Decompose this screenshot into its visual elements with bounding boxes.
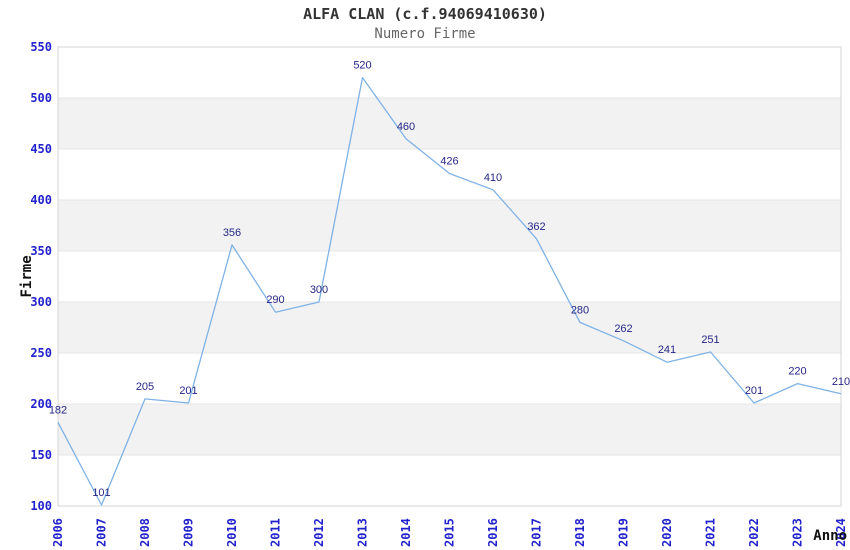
y-tick-label: 550 [30, 40, 52, 54]
y-tick-label: 250 [30, 346, 52, 360]
x-tick-label: 2012 [312, 518, 326, 547]
y-tick-label: 500 [30, 91, 52, 105]
point-label: 280 [571, 304, 589, 316]
x-tick-label: 2020 [660, 518, 674, 547]
y-tick-label: 100 [30, 499, 52, 513]
x-tick-label: 2011 [269, 518, 283, 547]
x-tick-label: 2021 [704, 518, 718, 547]
x-tick-label: 2023 [791, 518, 805, 547]
point-label: 182 [49, 404, 67, 416]
point-label: 101 [92, 487, 110, 499]
point-label: 520 [353, 60, 371, 72]
point-label: 251 [701, 334, 719, 346]
x-tick-label: 2014 [399, 518, 413, 547]
x-tick-label: 2008 [138, 518, 152, 547]
point-label: 210 [832, 376, 850, 388]
chart-title: ALFA CLAN (c.f.94069410630) [303, 5, 547, 23]
x-tick-label: 2009 [182, 518, 196, 547]
point-label: 300 [310, 284, 328, 296]
x-tick-label: 2013 [356, 518, 370, 547]
x-tick-label: 2016 [486, 518, 500, 547]
point-label: 220 [788, 366, 806, 378]
y-tick-label: 350 [30, 244, 52, 258]
x-tick-label: 2017 [530, 518, 544, 547]
point-label: 205 [136, 381, 154, 393]
point-label: 356 [223, 227, 241, 239]
y-tick-label: 300 [30, 295, 52, 309]
y-tick-label: 200 [30, 397, 52, 411]
y-tick-label: 400 [30, 193, 52, 207]
plot-band [58, 302, 841, 353]
point-label: 201 [745, 385, 763, 397]
x-tick-label: 2006 [51, 518, 65, 547]
plot-band [58, 200, 841, 251]
point-label: 290 [266, 294, 284, 306]
point-label: 241 [658, 344, 676, 356]
plot-band [58, 98, 841, 149]
x-tick-label: 2024 [834, 518, 848, 547]
point-label: 362 [527, 221, 545, 233]
point-label: 410 [484, 172, 502, 184]
data-line [57, 76, 842, 506]
point-label: 262 [614, 323, 632, 335]
plot-band [58, 404, 841, 455]
x-tick-label: 2018 [573, 518, 587, 547]
x-tick-label: 2010 [225, 518, 239, 547]
plot-border [57, 46, 842, 507]
x-tick-label: 2007 [95, 518, 109, 547]
x-tick-label: 2015 [443, 518, 457, 547]
x-tick-label: 2019 [617, 518, 631, 547]
y-axis-title: Firme [19, 255, 35, 297]
point-label: 201 [179, 385, 197, 397]
x-tick-label: 2022 [747, 518, 761, 547]
y-tick-label: 150 [30, 448, 52, 462]
x-axis-title: Anno [813, 528, 847, 544]
y-tick-label: 450 [30, 142, 52, 156]
chart-subtitle: Numero Firme [374, 26, 476, 42]
point-label: 460 [397, 121, 415, 133]
point-label: 426 [440, 156, 458, 168]
